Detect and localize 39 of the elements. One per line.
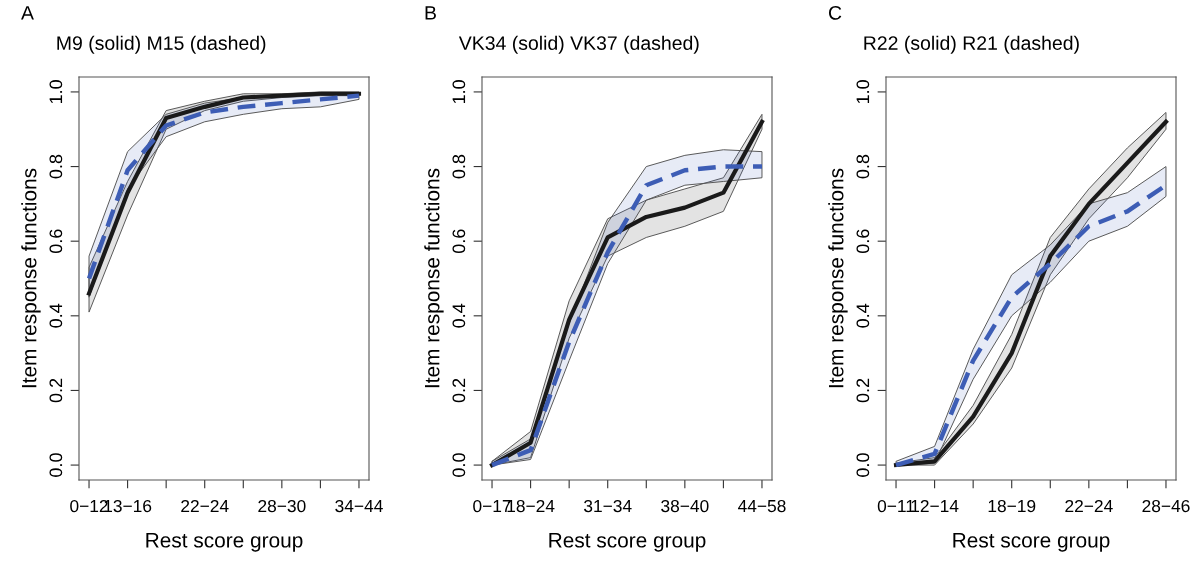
text: C	[828, 5, 842, 20]
y-tick-label: 0.8	[856, 154, 870, 179]
y-axis-title: Item response functions	[21, 168, 41, 388]
y-tick-label: 0.8	[49, 154, 63, 179]
y-tick-label: 0.0	[856, 453, 870, 477]
x-tick-label: 22−24	[1065, 499, 1113, 513]
x-tick-label: 28−46	[1142, 499, 1190, 513]
y-tick-label: 0.2	[856, 378, 870, 403]
y-tick-label: 0.0	[452, 453, 466, 477]
x-tick-label: 28−30	[258, 499, 306, 513]
y-tick-label: 0.6	[452, 229, 466, 254]
y-tick-label: 0.4	[856, 303, 870, 328]
text: A	[21, 6, 34, 20]
y-tick-label: 0.2	[452, 378, 466, 403]
y-tick-label: 0.4	[49, 303, 63, 328]
chart-title: VK34 (solid) VK37 (dashed)	[458, 35, 699, 54]
y-axis-title: Item response functions	[828, 168, 848, 388]
y-tick-label: 1.0	[856, 80, 870, 104]
y-tick-label: 0.6	[49, 229, 63, 254]
x-axis-title: Rest score group	[549, 533, 706, 552]
x-tick-label: 44−58	[737, 499, 786, 513]
y-tick-label: 0.4	[452, 303, 466, 328]
x-axis-title: Rest score group	[146, 533, 303, 552]
x-tick-label: 31−34	[584, 499, 632, 513]
y-tick-label: 1.0	[49, 80, 63, 104]
x-tick-label: 38−40	[661, 499, 709, 513]
x-tick-label: 18−19	[988, 499, 1036, 513]
chart-title: M9 (solid) M15 (dashed)	[57, 35, 266, 54]
y-tick-label: 0.6	[856, 229, 870, 254]
x-tick-label: 34−44	[335, 499, 383, 513]
text: B	[425, 6, 436, 20]
y-tick-label: 0.8	[452, 154, 466, 179]
y-tick-label: 0.2	[49, 378, 63, 403]
y-tick-label: 1.0	[452, 80, 466, 104]
chart-title: R22 (solid) R21 (dashed)	[864, 35, 1079, 54]
y-axis-title: Item response functions	[424, 168, 444, 388]
y-tick-label: 0.0	[49, 453, 63, 477]
x-axis-title: Rest score group	[953, 533, 1110, 552]
x-tick-label: 22−24	[181, 499, 229, 513]
